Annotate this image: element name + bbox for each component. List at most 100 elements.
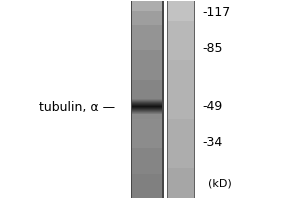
Bar (167, 8, 195, 10)
Bar (130, 47, 132, 49)
Bar (162, 69, 164, 71)
Bar (130, 33, 132, 34)
Bar (130, 67, 132, 69)
Bar (130, 98, 132, 100)
Bar (130, 187, 164, 188)
Bar (130, 63, 132, 65)
Bar (130, 110, 164, 112)
Bar (162, 64, 164, 66)
Bar (167, 7, 168, 9)
Bar (167, 151, 195, 153)
Bar (130, 183, 132, 184)
Bar (194, 138, 195, 139)
Bar (167, 38, 168, 39)
Bar (130, 77, 164, 78)
Bar (132, 107, 162, 108)
Bar (130, 190, 132, 191)
Bar (162, 38, 164, 39)
Bar (167, 107, 168, 109)
Bar (194, 5, 195, 7)
Bar (167, 180, 168, 181)
Bar (130, 136, 164, 137)
Bar (167, 97, 195, 99)
Bar (130, 62, 164, 64)
Bar (130, 173, 132, 174)
Bar (130, 119, 132, 121)
Bar (167, 44, 168, 45)
Bar (162, 28, 164, 29)
Bar (162, 54, 164, 56)
Bar (167, 170, 168, 172)
Bar (167, 94, 168, 95)
Bar (130, 16, 164, 18)
Bar (194, 58, 195, 60)
Bar (167, 142, 168, 143)
Bar (130, 194, 132, 196)
Bar (167, 149, 168, 151)
Bar (132, 110, 162, 111)
Bar (130, 192, 132, 194)
Bar (167, 190, 195, 191)
Bar (132, 109, 162, 110)
Bar (130, 163, 132, 165)
Bar (167, 160, 195, 162)
Bar (132, 105, 162, 106)
Bar (130, 99, 132, 101)
Bar (130, 104, 132, 106)
Bar (167, 189, 168, 190)
Bar (130, 100, 132, 102)
Bar (167, 108, 168, 110)
Bar (167, 65, 168, 67)
Bar (162, 52, 164, 54)
Bar (130, 118, 132, 120)
Bar (130, 163, 164, 165)
Bar (167, 131, 195, 132)
Bar (167, 94, 195, 96)
Bar (132, 101, 162, 102)
Bar (132, 111, 162, 112)
Bar (130, 71, 132, 73)
Bar (130, 140, 164, 141)
Bar (167, 33, 168, 34)
Bar (130, 151, 164, 153)
Bar (130, 80, 132, 81)
Bar (167, 27, 195, 28)
Bar (130, 34, 164, 35)
Bar (167, 185, 195, 186)
Bar (130, 176, 132, 177)
Bar (194, 76, 195, 77)
Bar (167, 31, 168, 32)
Bar (162, 108, 164, 110)
Bar (130, 132, 164, 133)
Bar (162, 20, 164, 22)
Bar (130, 135, 164, 136)
Bar (167, 27, 168, 28)
Bar (130, 91, 132, 92)
Bar (167, 157, 168, 159)
Bar (194, 39, 195, 40)
Bar (162, 157, 164, 159)
Bar (162, 116, 164, 118)
Bar (194, 191, 195, 192)
Bar (194, 184, 195, 185)
Bar (167, 72, 195, 74)
Bar (167, 122, 195, 124)
Bar (194, 130, 195, 131)
Bar (194, 129, 195, 130)
Bar (194, 54, 195, 56)
Bar (162, 36, 164, 37)
Bar (194, 7, 195, 9)
Bar (167, 24, 195, 26)
Bar (194, 73, 195, 75)
Bar (162, 15, 164, 17)
Bar (130, 45, 164, 46)
Bar (162, 148, 164, 150)
Bar (167, 165, 195, 167)
Bar (130, 3, 164, 5)
Bar (162, 60, 164, 62)
Bar (162, 150, 164, 152)
Bar (162, 125, 164, 126)
Bar (132, 105, 162, 106)
Bar (167, 150, 168, 152)
Bar (167, 194, 195, 196)
